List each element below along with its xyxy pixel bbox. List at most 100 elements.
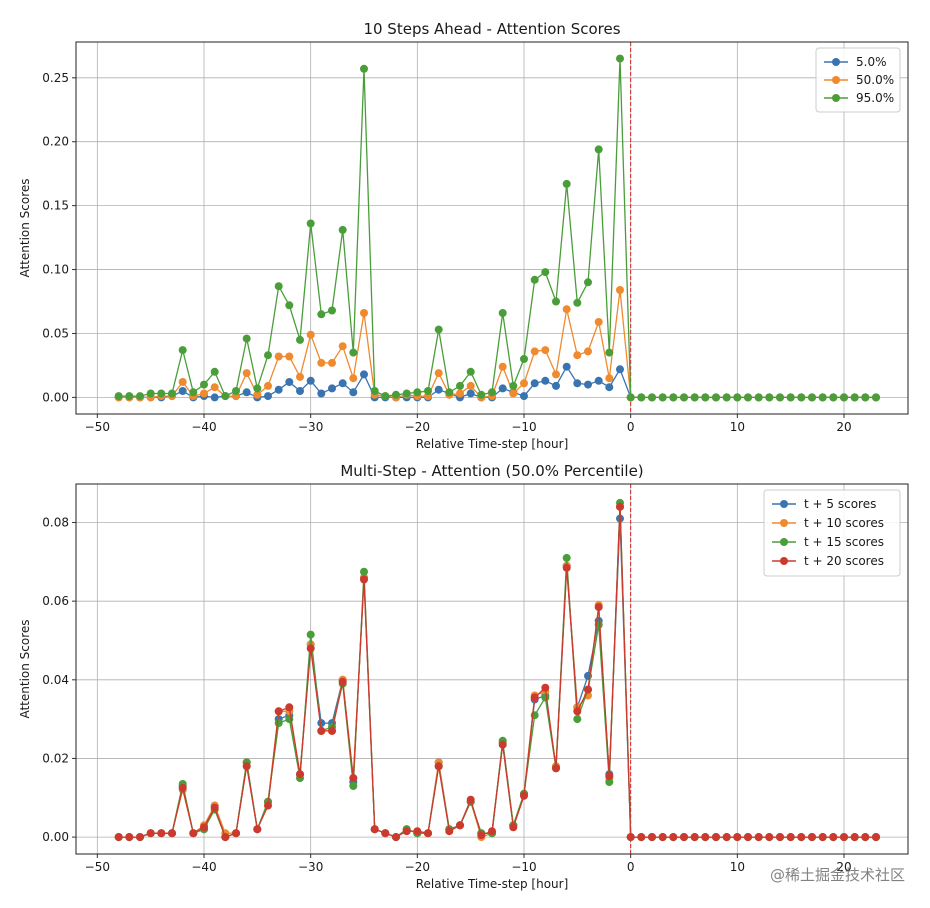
data-point-s3-65 [808, 833, 816, 842]
y-axis-label: Attention Scores [18, 178, 32, 277]
data-point-s2-24 [370, 387, 379, 395]
data-point-s2-48 [626, 393, 635, 402]
data-point-s2-12 [242, 334, 251, 343]
data-point-s3-2 [136, 833, 144, 842]
data-point-s3-35 [488, 827, 496, 836]
data-point-s2-30 [434, 325, 443, 334]
data-point-s1-41 [552, 370, 560, 379]
data-point-s1-36 [498, 362, 507, 371]
data-point-s3-23 [360, 575, 368, 584]
data-point-s2-66 [818, 393, 827, 402]
data-point-s3-51 [658, 833, 667, 842]
data-point-s0-36 [498, 384, 507, 393]
data-point-s2-69 [850, 393, 859, 402]
data-point-s3-39 [530, 693, 539, 702]
data-point-s1-6 [178, 378, 187, 386]
data-point-s2-58 [733, 393, 742, 402]
data-point-s3-41 [552, 764, 560, 773]
data-point-s2-29 [424, 387, 432, 395]
chart-title: Multi-Step - Attention (50.0% Percentile… [340, 462, 643, 480]
data-point-s3-57 [722, 833, 731, 842]
top-chart-panel: −50 −40 −30 −20 −10 0 10 20 0.00 0.05 0.10 0.15 0.20… [18, 20, 909, 451]
data-point-s3-9 [210, 803, 219, 812]
data-point-s2-53 [680, 393, 688, 402]
data-point-s1-47 [616, 286, 624, 294]
data-point-s3-62 [776, 833, 784, 842]
data-point-s0-16 [285, 378, 294, 386]
data-point-s2-45 [594, 145, 603, 154]
data-point-s0-39 [530, 379, 539, 388]
data-point-s1-22 [349, 374, 358, 383]
data-point-s2-16 [285, 301, 294, 310]
data-point-s1-37 [509, 389, 518, 398]
data-point-s2-28 [413, 388, 422, 397]
x-tick-label-1: −40 [191, 860, 216, 874]
legend-swatch-marker-0 [780, 500, 788, 508]
data-point-s2-22 [349, 782, 358, 790]
data-point-s3-14 [264, 801, 272, 810]
data-point-s3-52 [669, 833, 678, 842]
data-point-s3-70 [861, 833, 870, 842]
data-point-s2-50 [648, 393, 656, 402]
data-point-s1-15 [274, 352, 283, 361]
data-point-s2-43 [573, 298, 582, 307]
data-point-s3-68 [840, 833, 848, 842]
bottom-chart-panel: −50 −40 −30 −20 −10 0 10 20 0.00 0.02 0.04 0.06 0.08… [18, 462, 909, 891]
data-point-s3-27 [402, 827, 411, 836]
plot-frame [75, 483, 909, 855]
data-point-s3-3 [146, 829, 155, 838]
data-point-s1-43 [573, 351, 582, 360]
data-point-s2-61 [765, 393, 774, 402]
data-point-s2-63 [786, 393, 795, 402]
data-point-s3-19 [317, 726, 326, 735]
data-point-s0-18 [306, 376, 315, 385]
data-point-s2-40 [541, 693, 550, 702]
data-point-s0-33 [466, 389, 475, 398]
data-point-s3-49 [637, 833, 646, 842]
data-point-s2-65 [808, 393, 816, 402]
series-line-1 [118, 289, 876, 399]
data-point-s2-54 [690, 393, 699, 402]
data-point-s3-1 [125, 833, 134, 842]
data-point-s1-19 [317, 358, 326, 367]
data-point-s3-5 [168, 829, 176, 838]
data-point-s3-29 [424, 829, 432, 838]
data-point-s2-6 [178, 346, 187, 355]
data-point-s2-2 [136, 392, 144, 401]
data-point-s0-42 [562, 362, 571, 371]
data-point-s3-31 [445, 827, 454, 836]
data-point-s2-20 [328, 306, 336, 315]
data-point-s3-67 [829, 833, 838, 842]
data-point-s3-38 [520, 791, 528, 800]
y-tick-label-2: 0.04 [42, 673, 69, 687]
data-point-s3-60 [754, 833, 763, 842]
y-tick-label-3: 0.15 [42, 199, 69, 213]
data-point-s2-64 [797, 393, 806, 402]
data-point-s2-33 [466, 367, 475, 376]
x-tick-label-7: 20 [836, 420, 851, 434]
x-tick-label-5: 0 [627, 860, 635, 874]
data-point-s1-16 [285, 352, 294, 361]
data-point-s1-30 [434, 369, 443, 378]
data-point-s2-51 [658, 393, 667, 402]
data-point-s3-69 [850, 833, 859, 842]
data-point-s2-18 [306, 630, 315, 639]
data-point-s1-44 [584, 347, 592, 356]
data-point-s2-67 [829, 393, 838, 402]
data-point-s0-17 [296, 387, 304, 395]
data-point-s3-54 [690, 833, 699, 842]
data-point-s3-26 [392, 833, 400, 842]
legend-swatch-marker-2 [780, 538, 788, 546]
legend-label-1: t + 10 scores [804, 516, 884, 530]
data-point-s2-34 [477, 390, 486, 399]
series-line-2 [118, 58, 876, 399]
data-point-s0-14 [264, 392, 272, 401]
data-point-s3-28 [413, 827, 422, 836]
data-point-s2-19 [317, 310, 326, 319]
data-point-s2-46 [605, 778, 614, 786]
data-point-s2-55 [701, 393, 710, 402]
data-point-s1-40 [541, 346, 550, 355]
data-point-s0-15 [274, 385, 283, 394]
data-point-s3-18 [306, 644, 315, 653]
data-point-s2-26 [392, 390, 400, 399]
